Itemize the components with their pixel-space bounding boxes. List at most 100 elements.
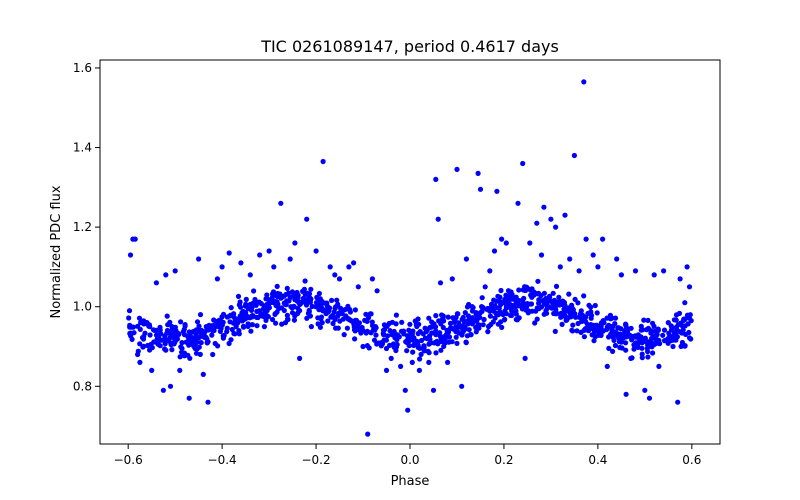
scatter-point bbox=[394, 337, 400, 343]
scatter-point bbox=[575, 320, 581, 327]
scatter-point bbox=[445, 314, 451, 320]
scatter-point bbox=[211, 317, 217, 323]
scatter-point bbox=[380, 327, 387, 333]
scatter-point bbox=[147, 332, 153, 338]
scatter-point bbox=[485, 305, 491, 312]
scatter-point bbox=[313, 248, 319, 254]
scatter-point bbox=[177, 367, 183, 373]
scatter-point bbox=[405, 335, 411, 341]
scatter-point bbox=[366, 345, 372, 351]
scatter-point bbox=[479, 295, 485, 301]
scatter-point bbox=[153, 280, 159, 286]
scatter-point bbox=[494, 298, 500, 304]
scatter-point bbox=[437, 280, 444, 286]
scatter-point bbox=[411, 335, 417, 341]
scatter-point bbox=[329, 297, 335, 303]
scatter-point bbox=[248, 328, 254, 334]
scatter-point bbox=[576, 268, 582, 274]
scatter-point bbox=[673, 317, 679, 323]
scatter-point bbox=[516, 287, 522, 293]
scatter-point bbox=[206, 322, 212, 328]
scatter-point bbox=[610, 348, 616, 354]
scatter-point bbox=[656, 363, 662, 369]
scatter-point bbox=[583, 314, 589, 320]
scatter-point bbox=[686, 315, 693, 321]
scatter-point bbox=[494, 188, 500, 194]
scatter-point bbox=[642, 387, 648, 393]
scatter-points bbox=[126, 79, 694, 437]
scatter-point bbox=[302, 278, 308, 284]
scatter-point bbox=[475, 170, 481, 176]
scatter-point bbox=[263, 296, 269, 302]
scatter-point bbox=[486, 324, 492, 330]
scatter-point bbox=[440, 316, 446, 322]
scatter-point bbox=[498, 319, 504, 325]
scatter-point bbox=[327, 264, 333, 270]
x-tick-label: −0.2 bbox=[301, 453, 330, 467]
scatter-point bbox=[273, 320, 279, 326]
scatter-point bbox=[553, 224, 559, 230]
scatter-point bbox=[482, 284, 488, 290]
scatter-point bbox=[426, 341, 432, 347]
scatter-point bbox=[571, 152, 578, 159]
scatter-point bbox=[513, 311, 519, 317]
scatter-point bbox=[671, 332, 677, 338]
scatter-point bbox=[336, 276, 343, 282]
scatter-point bbox=[617, 344, 623, 351]
scatter-point bbox=[219, 314, 225, 320]
scatter-point bbox=[615, 334, 622, 340]
scatter-point bbox=[416, 367, 422, 373]
scatter-point bbox=[274, 283, 280, 289]
scatter-point bbox=[160, 387, 166, 393]
scatter-point bbox=[433, 328, 439, 334]
scatter-point bbox=[149, 367, 155, 373]
scatter-point bbox=[330, 320, 336, 327]
scatter-point bbox=[401, 331, 407, 337]
scatter-point bbox=[581, 79, 587, 85]
scatter-point bbox=[660, 332, 666, 338]
scatter-point bbox=[521, 287, 528, 293]
scatter-point bbox=[289, 305, 295, 311]
scatter-point bbox=[651, 272, 657, 278]
scatter-point bbox=[319, 320, 325, 326]
scatter-point bbox=[673, 337, 679, 343]
scatter-point bbox=[315, 321, 321, 327]
scatter-point bbox=[522, 355, 528, 361]
scatter-point bbox=[594, 310, 600, 316]
scatter-point bbox=[678, 320, 684, 326]
scatter-point bbox=[648, 328, 654, 334]
scatter-point bbox=[214, 276, 220, 282]
scatter-point bbox=[477, 186, 484, 192]
scatter-point bbox=[503, 240, 509, 246]
scatter-point bbox=[132, 236, 138, 242]
scatter-point bbox=[682, 300, 688, 306]
scatter-point bbox=[261, 324, 267, 330]
scatter-point bbox=[126, 315, 132, 321]
y-tick-label: 1.4 bbox=[73, 141, 92, 155]
scatter-point bbox=[334, 297, 340, 303]
scatter-point bbox=[473, 318, 480, 324]
scatter-point bbox=[384, 333, 391, 339]
scatter-point bbox=[352, 307, 358, 313]
scatter-point bbox=[581, 293, 587, 299]
scatter-point bbox=[167, 383, 174, 389]
scatter-point bbox=[451, 317, 457, 323]
scatter-point bbox=[498, 287, 504, 294]
scatter-point bbox=[618, 272, 625, 278]
scatter-point bbox=[453, 334, 459, 340]
scatter-point bbox=[608, 316, 614, 322]
scatter-point bbox=[567, 256, 573, 262]
scatter-point bbox=[632, 268, 639, 274]
scatter-point bbox=[531, 292, 537, 298]
scatter-point bbox=[318, 316, 324, 322]
scatter-point bbox=[431, 321, 437, 327]
scatter-point bbox=[591, 338, 597, 344]
scatter-point bbox=[557, 264, 563, 270]
scatter-point bbox=[612, 342, 619, 349]
scatter-point bbox=[604, 363, 610, 369]
scatter-point bbox=[282, 320, 289, 326]
scatter-point-cloud bbox=[126, 278, 694, 362]
scatter-point bbox=[297, 355, 303, 361]
